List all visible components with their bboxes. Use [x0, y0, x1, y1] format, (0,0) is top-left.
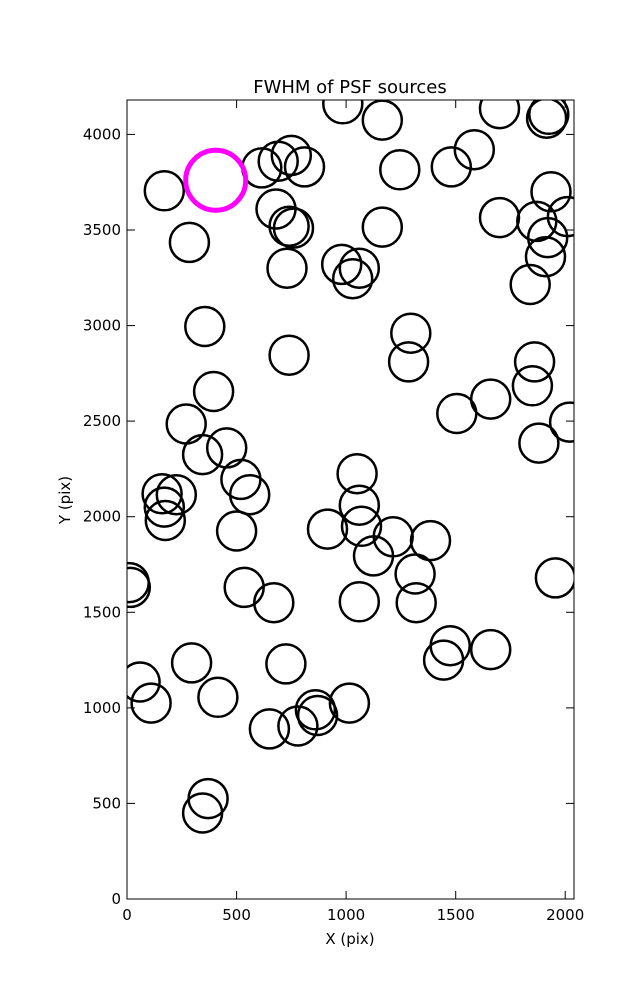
y-tick-label-3500: 3500 [83, 221, 121, 239]
y-tick-label-3000: 3000 [83, 317, 121, 335]
highlighted-source-marker-0 [183, 147, 249, 213]
x-tick-label-1500: 1500 [437, 906, 475, 924]
psf-source-marker-56 [352, 535, 395, 577]
psf-source-marker-72 [197, 676, 239, 719]
y-tick-label-2500: 2500 [83, 412, 121, 430]
psf-source-marker-14 [268, 205, 310, 247]
psf-source-marker-60 [127, 566, 152, 609]
x-tick-label-1000: 1000 [327, 906, 365, 924]
tick-layer: 0 500 1000 1500 2000 0 500 1000 1500 2000 2500 3000… [83, 100, 584, 924]
y-axis-title: Y (pix) [56, 476, 74, 525]
psf-source-marker-12 [143, 170, 186, 212]
psf-source-marker-68 [170, 642, 213, 684]
psf-source-marker-38 [548, 401, 574, 443]
psf-source-marker-55 [215, 510, 258, 552]
chart-title: FWHM of PSF sources [253, 77, 447, 98]
psf-source-marker-35 [192, 370, 235, 413]
psf-source-marker-46 [141, 473, 183, 515]
x-tick-label-0: 0 [122, 906, 132, 924]
psf-source-marker-39 [518, 422, 560, 464]
psf-source-marker-29 [184, 305, 226, 348]
psf-source-marker-43 [336, 452, 378, 495]
psf-source-marker-7 [270, 134, 313, 177]
psf-source-marker-34 [511, 365, 554, 407]
psf-source-marker-37 [436, 392, 478, 435]
psf-source-marker-45 [228, 473, 271, 516]
psf-source-marker-74 [294, 689, 337, 731]
psf-source-marker-25 [320, 243, 363, 286]
psf-source-marker-48 [143, 486, 186, 528]
psf-source-marker-70 [127, 661, 161, 703]
psf-source-marker-67 [469, 628, 512, 671]
psf-source-marker-30 [390, 312, 432, 354]
y-tick-label-500: 500 [92, 794, 121, 812]
psf-source-marker-2 [478, 100, 521, 130]
psf-source-marker-27 [331, 257, 374, 300]
x-tick-label-2000: 2000 [546, 906, 584, 924]
y-tick-label-0: 0 [111, 890, 121, 908]
psf-source-marker-75 [296, 694, 339, 737]
psf-source-marker-58 [534, 557, 574, 599]
psf-source-marker-66 [422, 639, 465, 681]
psf-source-marker-23 [168, 221, 211, 264]
psf-source-marker-42 [181, 433, 224, 476]
psf-source-marker-33 [513, 341, 556, 383]
psf-source-marker-47 [155, 473, 198, 516]
psf-source-marker-11 [453, 128, 496, 171]
psf-source-marker-50 [338, 484, 381, 526]
psf-source-marker-10 [430, 146, 473, 188]
psf-source-marker-26 [338, 247, 381, 289]
psf-source-marker-51 [306, 508, 349, 550]
psf-source-marker-22 [361, 206, 404, 248]
y-tick-label-4000: 4000 [83, 125, 121, 143]
psf-source-marker-28 [509, 263, 551, 306]
psf-source-marker-4 [528, 100, 570, 136]
y-tick-label-2000: 2000 [83, 508, 121, 526]
psf-source-marker-76 [248, 708, 291, 750]
psf-source-marker-0 [322, 100, 364, 125]
y-tick-label-1000: 1000 [83, 699, 121, 717]
psf-source-marker-71 [130, 682, 172, 724]
psf-source-marker-52 [340, 505, 383, 548]
psf-source-marker-3 [525, 100, 568, 139]
psf-source-marker-18 [530, 171, 572, 213]
plot-frame [126, 99, 575, 900]
psf-source-marker-79 [181, 792, 224, 834]
psf-source-marker-57 [394, 553, 436, 595]
psf-source-marker-49 [144, 499, 187, 542]
psf-source-marker-64 [395, 581, 437, 624]
psf-source-marker-31 [387, 341, 430, 383]
x-axis-title: X (pix) [325, 930, 374, 948]
y-tick-label-1500: 1500 [83, 603, 121, 621]
psf-source-marker-77 [277, 705, 319, 747]
marker-layer [127, 100, 574, 834]
psf-source-marker-9 [379, 149, 421, 191]
psf-source-marker-73 [328, 682, 371, 724]
x-tick-label-500: 500 [222, 906, 251, 924]
psf-source-marker-1 [361, 100, 404, 141]
psf-source-marker-32 [268, 334, 310, 376]
psf-source-marker-8 [283, 146, 326, 188]
psf-source-marker-24 [266, 247, 308, 289]
psf-source-marker-63 [338, 581, 381, 623]
psf-source-marker-16 [478, 196, 521, 239]
psf-source-marker-62 [253, 581, 295, 624]
psf-source-marker-21 [524, 235, 567, 278]
psf-source-marker-20 [526, 216, 569, 259]
psf-source-marker-69 [265, 643, 307, 685]
psf-source-marker-15 [272, 207, 315, 249]
